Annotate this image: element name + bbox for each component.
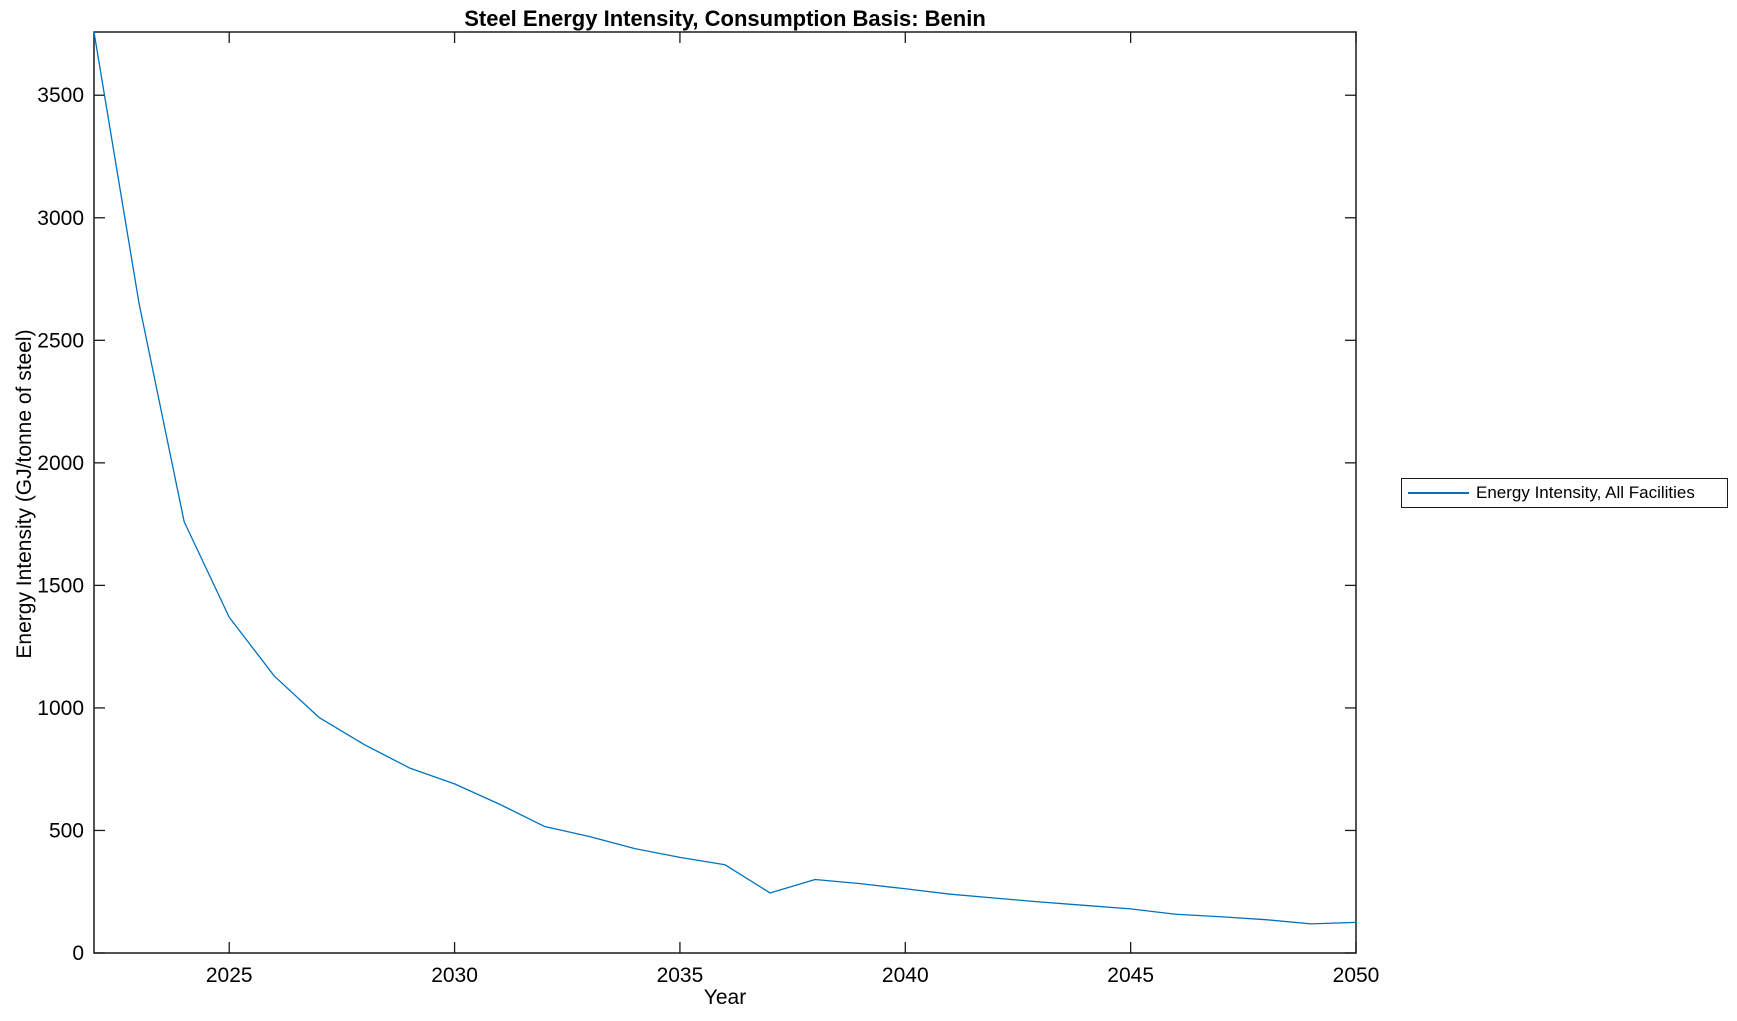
legend-box: Energy Intensity, All Facilities (1401, 478, 1728, 508)
y-tick-label: 1500 (37, 574, 84, 597)
y-tick-label: 2500 (37, 329, 84, 352)
legend-label: Energy Intensity, All Facilities (1476, 483, 1695, 502)
y-tick-label: 3000 (37, 207, 84, 230)
chart-title: Steel Energy Intensity, Consumption Basi… (464, 6, 986, 31)
x-tick-label: 2025 (206, 964, 253, 987)
series-line (93, 31, 1357, 925)
x-tick-label: 2040 (882, 964, 929, 987)
y-tick-label: 3500 (37, 84, 84, 107)
y-tick-label: 1000 (37, 697, 84, 720)
x-tick-label: 2030 (431, 964, 478, 987)
axes-box (93, 31, 1357, 954)
x-tick-label: 2035 (657, 964, 704, 987)
y-tick-label: 0 (72, 942, 84, 965)
x-axis-label: Year (703, 986, 747, 1009)
x-tick-label: 2050 (1333, 964, 1380, 987)
y-tick-label: 2000 (37, 452, 84, 475)
y-tick-label: 500 (49, 819, 84, 842)
x-tick-label: 2045 (1107, 964, 1154, 987)
legend-line-icon (1408, 492, 1469, 494)
